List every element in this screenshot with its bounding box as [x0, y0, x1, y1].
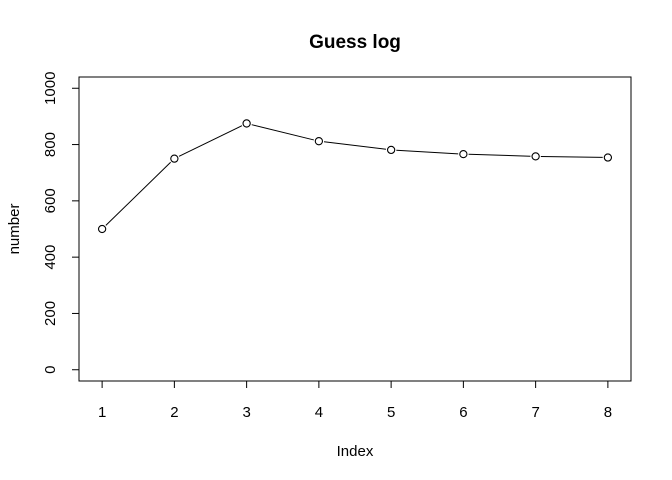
data-point — [97, 224, 107, 234]
x-tick-label: 1 — [98, 404, 106, 421]
y-tick-label: 1000 — [42, 72, 59, 105]
series-segment — [396, 149, 459, 155]
data-point — [459, 149, 468, 159]
y-tick-label: 200 — [42, 301, 59, 326]
x-tick-label: 7 — [531, 404, 539, 421]
series-segment — [323, 141, 387, 150]
x-tick-label: 3 — [242, 404, 250, 421]
x-tick-label: 4 — [315, 404, 323, 421]
series-segment — [178, 125, 243, 157]
x-axis-label: Index — [337, 443, 374, 460]
y-axis: 0 200 400 600 800 1000 — [42, 72, 80, 374]
series-segment — [540, 155, 603, 158]
series-segment — [251, 124, 314, 141]
data-point — [314, 137, 324, 146]
series-layer — [97, 119, 613, 234]
data-point — [386, 145, 396, 155]
data-point — [242, 119, 251, 128]
y-tick-label: 600 — [42, 188, 59, 213]
y-tick-label: 800 — [42, 132, 59, 157]
x-tick-label: 2 — [170, 404, 178, 421]
x-tick-label: 5 — [387, 404, 395, 421]
data-point — [531, 152, 540, 161]
x-axis: 1 2 3 4 5 6 7 8 — [98, 380, 612, 421]
chart-title: Guess log — [309, 32, 401, 53]
y-axis-label: number — [6, 204, 23, 255]
data-point — [603, 153, 613, 162]
plot-area-frame — [78, 76, 632, 382]
series-segment — [105, 161, 171, 226]
y-tick-label: 400 — [42, 245, 59, 270]
series-segment — [468, 153, 531, 157]
data-point — [170, 154, 179, 163]
y-tick-label: 0 — [42, 366, 59, 374]
x-tick-label: 8 — [604, 404, 612, 421]
x-tick-label: 6 — [459, 404, 467, 421]
